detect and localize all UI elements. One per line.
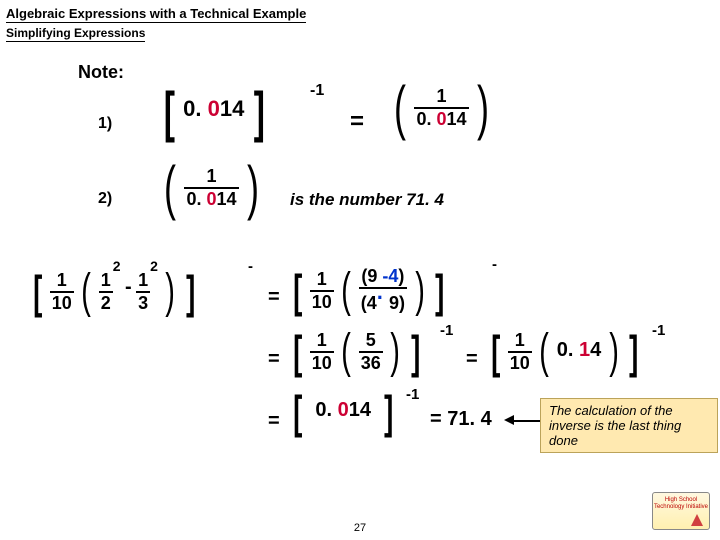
label-2: 2)	[98, 190, 112, 208]
r1-f1t: 1	[310, 269, 334, 292]
wl-f3e: 2	[150, 258, 158, 274]
r2-ib: 36	[359, 353, 383, 374]
l1-val-b: 14	[220, 96, 244, 121]
l2-text: is the number 71. 4	[290, 190, 444, 210]
page-title-2: Simplifying Expressions	[6, 26, 145, 42]
l1-exp: -1	[310, 82, 324, 100]
l1-rhs-top: 1	[414, 86, 468, 109]
r2-va: 0.	[557, 339, 579, 361]
l1-eq: =	[350, 108, 364, 136]
l2-bot-b: 14	[216, 189, 236, 209]
r3-vb: 14	[349, 399, 371, 421]
w-eq1: =	[268, 286, 280, 309]
r2-eq2: =	[466, 348, 478, 371]
work-r2a: [ 1 10 ( 5 36 ) ]	[290, 330, 423, 374]
label-1: 1)	[98, 115, 112, 133]
page-number: 27	[354, 522, 366, 534]
r2-f1b: 10	[310, 353, 334, 374]
wl-f2b: 2	[99, 293, 113, 314]
l1-rhs: ( 1 0. 014 )	[390, 86, 493, 130]
l2-bot-a: 0.	[186, 189, 206, 209]
r3-eq: =	[268, 410, 280, 433]
r3-va: 0.	[315, 399, 337, 421]
page-title-1: Algebraic Expressions with a Technical E…	[6, 6, 306, 23]
wl-outer-exp: -	[248, 258, 253, 275]
r2-it: 5	[359, 330, 383, 353]
r2-f1t: 1	[310, 330, 334, 353]
r1-f1b: 10	[310, 292, 334, 313]
work-r2b: [ 1 10 ( 0. 14 ) ]	[488, 330, 641, 374]
l1-rhs-bot-b: 14	[446, 109, 466, 129]
r3-vhl: 0	[338, 399, 349, 421]
expr-1: [ 0. 014 ]	[160, 92, 269, 132]
r2-vb: 4	[590, 339, 601, 361]
callout-arrow-line	[512, 420, 540, 422]
wl-f3b: 3	[136, 293, 150, 314]
l2-top: 1	[184, 166, 238, 189]
callout-box: The calculation of the inverse is the la…	[540, 398, 718, 453]
wl-f3t: 1	[136, 270, 150, 293]
wl-f2t: 1	[99, 270, 113, 293]
r3-exp: -1	[406, 386, 419, 403]
logo-badge: High School Technology Initiative	[652, 492, 710, 530]
r1-nhl: -4	[382, 266, 398, 286]
l1-val-hl: 0	[208, 96, 220, 121]
callout-arrow-head	[504, 415, 514, 425]
l1-rhs-bot-hl: 0	[436, 109, 446, 129]
l2-bot-hl: 0	[206, 189, 216, 209]
work-lhs: [ 1 10 ( 1 2 2 - 1 3 2 ) ]	[30, 270, 198, 314]
wl-f2e: 2	[113, 258, 121, 274]
r2-exp2: -1	[652, 322, 665, 339]
r1-db: 9)	[384, 293, 405, 313]
r2-vhl: 1	[579, 339, 590, 361]
r1-exp: -	[492, 256, 497, 273]
r3-result: = 71. 4	[430, 408, 492, 431]
r1-nb: )	[398, 266, 404, 286]
r1-dot: ·	[377, 285, 384, 310]
r2-exp1: -1	[440, 322, 453, 339]
wl-f1b: 10	[50, 293, 74, 314]
r2-eq: =	[268, 348, 280, 371]
expr-2: ( 1 0. 014 )	[160, 166, 263, 210]
r1-da: (4	[361, 293, 377, 313]
r1-na: (9	[361, 266, 382, 286]
l1-val-a: 0.	[183, 96, 207, 121]
wl-minus: -	[125, 276, 132, 298]
work-r3: [ 0. 014 ]	[290, 394, 396, 430]
note-label: Note:	[78, 62, 124, 83]
r2-g1b: 10	[508, 353, 532, 374]
wl-f1t: 1	[50, 270, 74, 293]
r2-g1t: 1	[508, 330, 532, 353]
work-r1: [ 1 10 ( (9 -4) (4· 9) ) ]	[290, 266, 447, 315]
l1-rhs-bot-a: 0.	[416, 109, 436, 129]
